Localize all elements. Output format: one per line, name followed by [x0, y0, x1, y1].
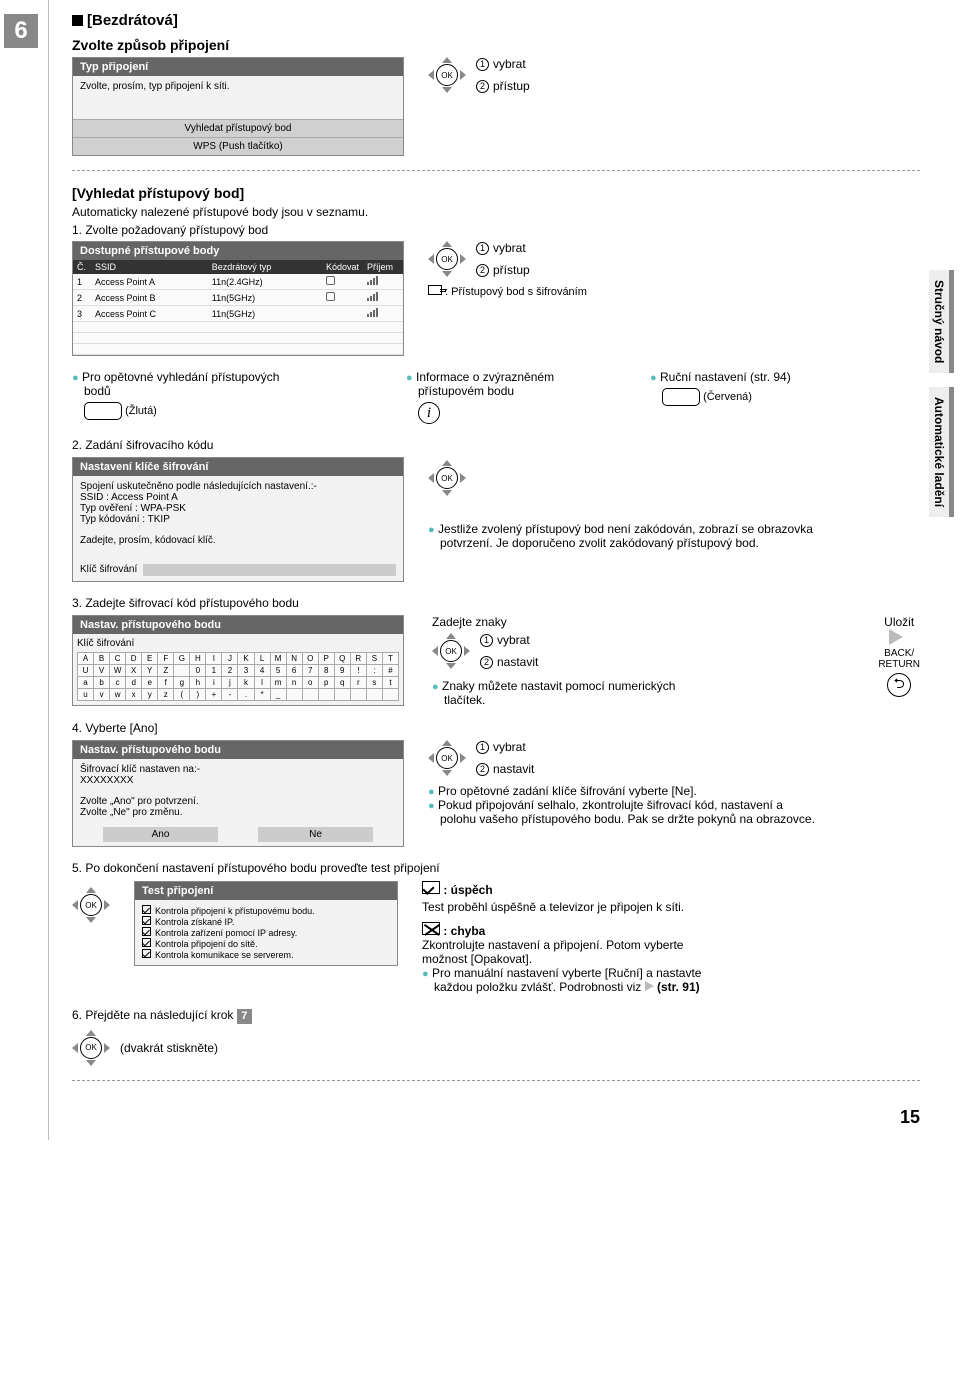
step-1: 1. Zvolte požadovaný přístupový bod: [72, 223, 920, 237]
yes-button[interactable]: Ano: [103, 827, 218, 842]
choose-heading: Zvolte způsob připojení: [72, 37, 920, 53]
success-icon: [422, 881, 440, 894]
after-1: Pro opětovné zadání klíče šifrování vybe…: [438, 784, 697, 798]
next-step-badge: 7: [237, 1009, 252, 1024]
red-button[interactable]: [662, 388, 700, 406]
error-t3: Pro manuální nastavení vyberte [Ruční] a…: [432, 966, 701, 980]
side-tab-2: Automatické ladění: [929, 387, 954, 517]
ap-table: Č.SSIDBezdrátový typKódovatPříjem 1Acces…: [73, 260, 403, 355]
error-icon: [422, 922, 440, 935]
confirm-panel: Nastav. přístupového bodu Šifrovací klíč…: [72, 740, 404, 847]
keyboard-panel: Nastav. přístupového bodu Klíč šifrování…: [72, 615, 404, 706]
save-label: Uložit: [878, 615, 920, 629]
separator: [48, 0, 49, 1140]
ok-nav-icon: OK: [428, 740, 466, 776]
find-ap-heading: [Vyhledat přístupový bod]: [72, 185, 920, 201]
return-icon[interactable]: ⮌: [887, 673, 911, 697]
step-5: 5. Po dokončení nastavení přístupového b…: [72, 861, 920, 875]
after-3: polohu vašeho přístupového bodu. Pak se …: [428, 812, 815, 826]
red-label: (Červená): [703, 391, 752, 403]
info-ap-2: přístupovém bodu: [406, 384, 616, 398]
key-panel: Nastavení klíče šifrování Spojení uskute…: [72, 457, 404, 582]
success-text: Test proběhl úspěšně a televizor je přip…: [422, 900, 701, 914]
error-label: : chyba: [443, 924, 485, 938]
info-ap-1: Informace o zvýrazněném: [416, 370, 554, 384]
encode-note-2: potvrzení. Je doporučeno zvolit zakódova…: [428, 536, 813, 550]
yellow-button[interactable]: [84, 402, 122, 420]
ok-nav-icon: OK: [72, 1030, 110, 1066]
ap-list-panel: Dostupné přístupové body Č.SSIDBezdrátov…: [72, 241, 404, 356]
label-access: přístup: [493, 79, 530, 93]
connection-type-panel: Typ připojení Zvolte, prosím, typ připoj…: [72, 57, 404, 156]
error-t1: Zkontrolujte nastavení a připojení. Poto…: [422, 938, 701, 952]
info-icon: i: [418, 402, 440, 424]
section-heading: [Bezdrátová]: [72, 12, 920, 29]
ap-list-header: Dostupné přístupové body: [73, 242, 403, 260]
manual-label: Ruční nastavení (str. 94): [660, 370, 791, 384]
encode-note-1: Jestliže zvolený přístupový bod není zak…: [438, 522, 813, 536]
side-tabs: Stručný návod Automatické ladění: [929, 270, 954, 517]
no-button[interactable]: Ne: [258, 827, 373, 842]
key-icon: [428, 285, 442, 295]
step-2: 2. Zadání šifrovacího kódu: [72, 438, 920, 452]
step-6: 6. Přejděte na následující krok: [72, 1008, 233, 1022]
page-number: 15: [18, 1107, 920, 1128]
step-number: 6: [4, 14, 38, 48]
numeric-2: tlačítek.: [432, 693, 675, 707]
back-label: BACK/ RETURN: [878, 648, 920, 670]
after-2: Pokud připojování selhalo, zkontrolujte …: [438, 798, 783, 812]
ok-nav-icon: OK: [428, 241, 466, 277]
error-t5: (str. 91): [657, 980, 700, 994]
success-label: : úspěch: [443, 883, 492, 897]
ok-nav-icon: OK: [72, 887, 110, 923]
panel-body: Zvolte, prosím, typ připojení k síti.: [73, 76, 403, 97]
option-search-ap[interactable]: Vyhledat přístupový bod: [73, 119, 403, 137]
ok-nav-icon: OK: [428, 57, 466, 93]
step-4: 4. Vyberte [Ano]: [72, 721, 920, 735]
test-panel: Test připojení Kontrola připojení k přís…: [134, 881, 398, 966]
keyboard[interactable]: ABCDEFGHIJKLMNOPQRSTUVWXYZ0123456789!:#a…: [77, 652, 399, 701]
arrow-icon: [889, 629, 903, 645]
panel-header: Typ připojení: [73, 58, 403, 76]
twice-label: (dvakrát stiskněte): [120, 1041, 218, 1055]
option-wps[interactable]: WPS (Push tlačítko): [73, 137, 403, 155]
ok-nav-icon: OK: [432, 633, 470, 669]
error-t2: možnost [Opakovat].: [422, 952, 701, 966]
side-tab-1: Stručný návod: [929, 270, 954, 373]
research-2: bodů: [72, 384, 372, 398]
research-1: Pro opětovné vyhledání přístupových: [82, 370, 279, 384]
ok-nav-icon: OK: [428, 460, 466, 496]
label-select: vybrat: [493, 57, 526, 71]
numeric-1: Znaky můžete nastavit pomocí numerických: [442, 679, 675, 693]
enter-chars: Zadejte znaky: [432, 615, 675, 629]
yellow-label: (Žlutá): [125, 405, 157, 417]
step-3: 3. Zadejte šifrovací kód přístupového bo…: [72, 596, 920, 610]
error-t4: každou položku zvlášť. Podrobnosti viz: [434, 980, 641, 994]
find-ap-sub: Automaticky nalezené přístupové body jso…: [72, 205, 920, 219]
encrypted-note: : Přístupový bod s šifrováním: [445, 286, 587, 298]
